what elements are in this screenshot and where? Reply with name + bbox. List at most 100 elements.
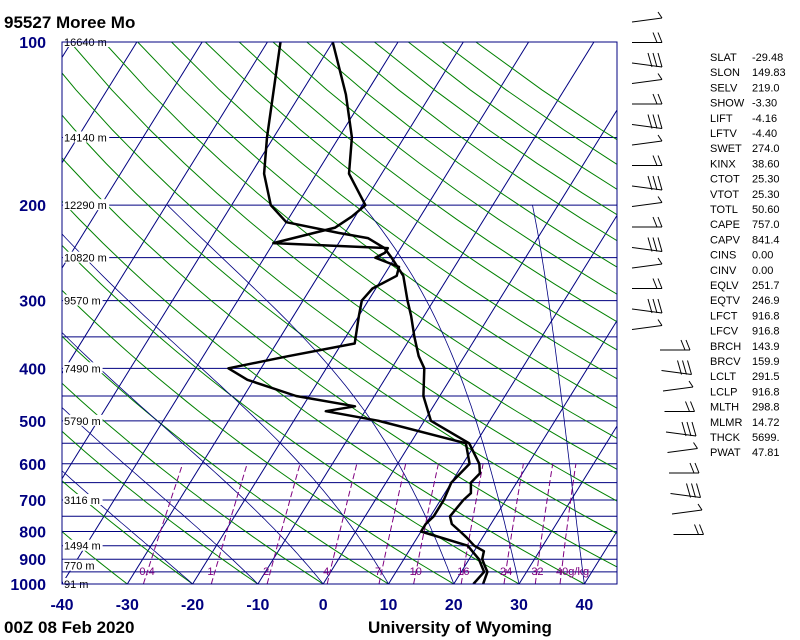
index-key: LFCV [710,326,739,338]
index-value: 0.00 [752,265,773,277]
dry-adiabat-line [306,42,617,268]
height-label: 16640 m [64,37,107,49]
wind-barb-feather [689,462,695,474]
dry-adiabat-line [62,200,585,584]
wind-barb-feather [699,524,704,535]
height-label-bg [63,559,96,571]
temperature-axis: -40 -30 -20 -10 0 10 20 30 40 [50,597,593,614]
temperature-tick-label: -20 [181,597,204,614]
wind-barb-feather [696,483,701,498]
index-key: PWAT [710,447,741,459]
wind-barb-feather [652,278,658,289]
index-key: TOTL [710,204,738,216]
wind-barb-feather [687,360,692,375]
index-key: LCLT [710,371,736,383]
wind-barb-shaft [631,79,663,84]
wind-barb-shaft [631,202,663,207]
wind-barb-feather [694,524,699,535]
index-value: 5699. [752,432,780,444]
pressure-tick-label: 1000 [10,577,46,594]
dry-adiabat-line [171,42,617,380]
isotherm-line [388,214,617,584]
height-label-bg [63,494,103,506]
wind-barb-feather [652,155,658,166]
isotherm-line [62,42,203,270]
pressure-tick-label: 500 [19,414,46,431]
dry-adiabat-line [204,42,617,351]
temperature-tick-label: -10 [246,597,269,614]
mixing-ratio-label: 32 [531,566,543,578]
temperature-tick-label: 20 [445,597,463,614]
profile-temperature [262,42,489,584]
wind-barb-feather [680,339,686,351]
wind-barb-feather [657,237,663,252]
wind-barb-feather [657,196,663,203]
wind-barb-shaft [671,509,703,515]
height-label: 10820 m [64,253,107,265]
wind-barb-feather [657,175,663,191]
wind-barb-shaft [662,386,694,392]
isotherm-line [0,42,6,584]
isotherm-line [518,425,617,584]
wind-barb-shaft [631,325,663,330]
dry-adiabat-line [62,382,324,584]
index-key: CAPE [710,219,740,231]
index-value: 298.8 [752,402,780,414]
isotherm-line [126,42,464,584]
wind-barb-feather [686,421,692,437]
wind-barb-feather [677,360,682,375]
isotherm-line [322,109,617,584]
pressure-axis: 100 200 300 400 500 600 700 800 900 1000 [10,35,46,594]
height-label: 1494 m [64,541,101,553]
pressure-tick-label: 400 [19,361,46,378]
wind-barb-feather [657,319,663,326]
moist-adiabat-line [532,205,585,584]
mixing-ratio-line [142,463,184,584]
index-value: -29.48 [752,52,783,64]
wind-barb-feather [681,421,687,437]
temperature-tick-label: -40 [50,597,73,614]
mixing-ratio-labels: 0.4 1 2 4 7 10 16 24 32 40g/kg [139,566,589,578]
index-value: 274.0 [752,143,780,155]
wind-barb-feather [685,339,691,351]
wind-barb-feather [691,483,696,498]
height-label-bg [63,251,110,263]
height-label-bg [63,539,103,551]
wind-barb-shaft [631,185,663,191]
wind-barb-feather [688,380,694,388]
wind-barb-feather [657,298,663,314]
height-label: 5790 m [64,416,101,428]
index-key: BRCH [710,341,741,353]
index-key: SHOW [710,98,745,110]
height-label: 3116 m [64,495,100,507]
pressure-tick-label: 700 [19,493,46,510]
temperature-tick-label: 0 [319,597,328,614]
wind-barb-feather [652,114,658,129]
wind-barb-feather [652,175,658,191]
dry-adiabat-line [272,42,617,295]
wind-barb-feather [657,52,663,68]
index-key: CTOT [710,174,740,186]
index-key: EQLV [710,280,739,292]
wind-barb-shaft [631,124,663,129]
index-key: THCK [710,432,741,444]
pressure-tick-label: 300 [19,294,46,311]
wind-barb-feather [647,298,653,314]
moist-adiabat-line [167,204,455,584]
isotherm-line [62,42,268,375]
index-key: KINX [710,158,736,170]
index-value: 159.9 [752,356,780,368]
dry-adiabat-line [62,289,455,584]
wind-barb-shaft [631,62,663,68]
mixing-ratio-label: 16 [457,566,469,578]
mixing-ratio-line [210,463,248,584]
index-key: LCLP [710,386,738,398]
wind-barb-feather [690,401,695,412]
wind-barb-feather [657,11,663,19]
wind-barb-feather [657,114,663,129]
wind-barb-feather [652,52,658,68]
height-label-bg [63,199,110,211]
index-value: -4.40 [752,128,777,140]
wind-barb-feather [657,216,663,228]
